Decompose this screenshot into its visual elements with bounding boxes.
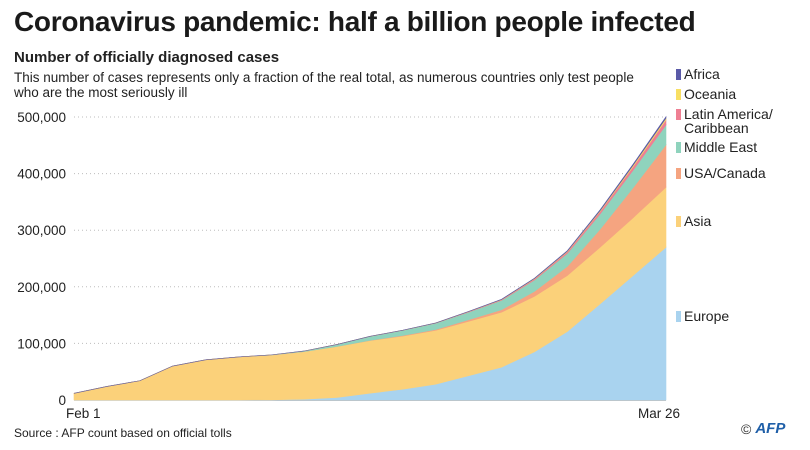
legend-swatch-latin-america-caribbean [676, 109, 681, 120]
legend-swatch-africa [676, 69, 681, 80]
copyright-symbol: © [741, 420, 752, 437]
legend-swatch-asia [676, 216, 681, 227]
series-areas [73, 115, 667, 401]
legend-label-latin-america-caribbean: Latin America/Caribbean [684, 106, 773, 136]
legend-swatch-oceania [676, 89, 681, 100]
axis-labels: 0 100,000 200,000 300,000 400,000 500,000 Feb … [17, 110, 680, 421]
y-tick-label: 0 [58, 393, 66, 408]
y-tick-label: 100,000 [17, 336, 66, 351]
afp-logo-text: AFP [755, 420, 786, 437]
chart-subtitle: Number of officially diagnosed cases [14, 49, 280, 66]
y-tick-label: 200,000 [17, 280, 66, 295]
y-tick-label: 500,000 [17, 110, 66, 125]
y-tick-label: 400,000 [17, 167, 66, 182]
x-tick-label: Mar 26 [638, 406, 680, 421]
legend-label-oceania: Oceania [684, 86, 736, 102]
afp-logo: © AFP [741, 420, 785, 437]
x-tick-label: Feb 1 [66, 406, 101, 421]
legend-label-middle-east: Middle East [684, 139, 757, 155]
legend-swatch-europe [676, 311, 681, 322]
y-tick-label: 300,000 [17, 223, 66, 238]
chart-note: This number of cases represents only a f… [14, 70, 634, 100]
series-area-africa [73, 115, 667, 394]
legend-label-africa: Africa [684, 66, 720, 82]
legend-swatch-middle-east [676, 142, 681, 153]
legend-label-asia: Asia [684, 213, 711, 229]
source-note: Source : AFP count based on official tol… [14, 426, 232, 440]
legend-label-europe: Europe [684, 308, 729, 324]
legend-swatch-usa-canada [676, 168, 681, 179]
chart-title: Coronavirus pandemic: half a billion peo… [14, 6, 696, 37]
legend: Europe Asia USA/Canada Middle East Latin Ame… [676, 66, 773, 324]
legend-label-usa-canada: USA/Canada [684, 165, 766, 181]
